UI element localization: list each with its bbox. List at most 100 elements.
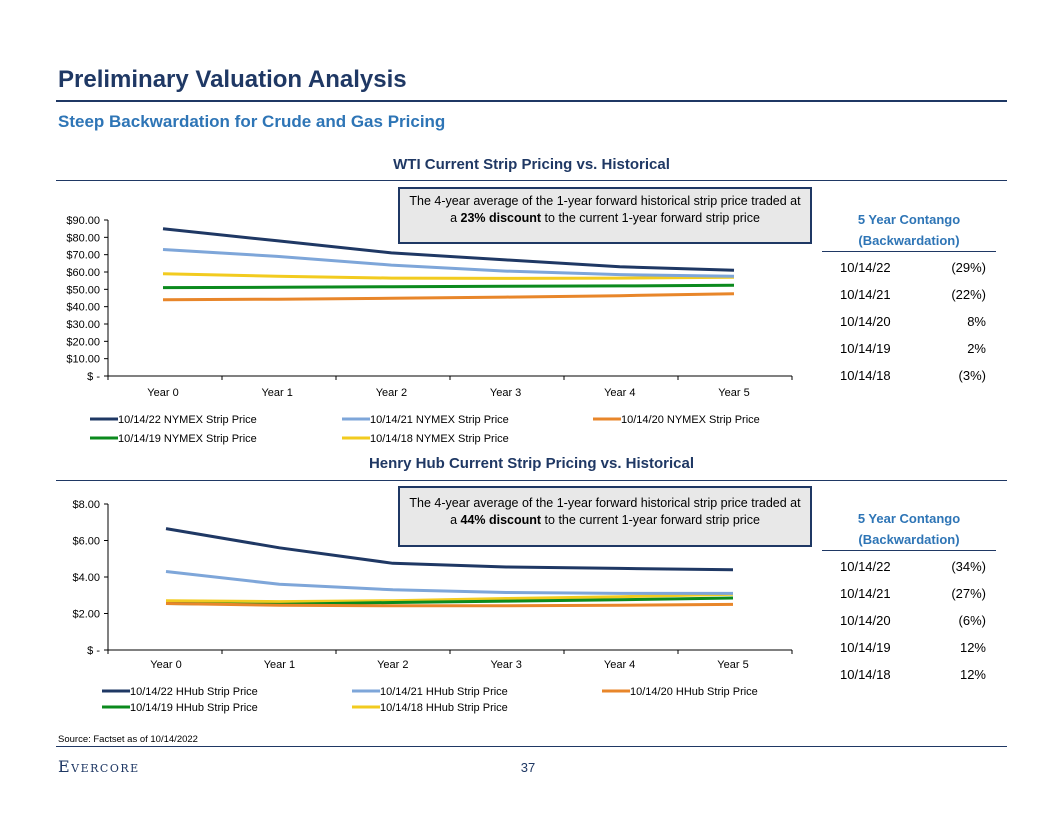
wti-row-date: 10/14/18 [840,368,891,383]
wti-series-10-14-22 [162,227,735,272]
hh-y-tick-label: $ - [87,645,100,657]
wti-legend-label: 10/14/22 NYMEX Strip Price [118,414,257,426]
hh-table-header-line1: 5 Year Contango [857,511,961,526]
hh-callout-text-post: to the current 1-year forward strip pric… [541,513,760,527]
hh-row-date: 10/14/19 [840,640,891,655]
page-title: Preliminary Valuation Analysis [58,66,407,93]
title-divider [56,100,1007,102]
hh-table-row: 10/14/22 (34%) [840,559,986,575]
wti-row-date: 10/14/20 [840,314,891,329]
wti-series-10-14-20 [162,292,735,302]
wti-y-tick-label: $60.00 [66,267,100,279]
hh-table-row: 10/14/18 12% [840,667,986,683]
hh-table-header-line2: (Backwardation) [858,532,960,547]
wti-y-tick-label: $70.00 [66,250,100,262]
wti-line-chart: $ - $10.00 $20.00 $30.00 $40.00 $50.00 $60.00 $… [66,215,793,445]
wti-chart-title: WTI Current Strip Pricing vs. Historical [393,156,670,173]
hh-x-tick-label: Year 1 [264,659,295,671]
hh-callout-text-pre: The 4-year average of the 1-year forward… [409,496,801,527]
wti-row-date: 10/14/21 [840,287,891,302]
hh-row-value: (27%) [951,586,986,601]
wti-title-divider [56,180,1007,181]
wti-legend-label: 10/14/20 NYMEX Strip Price [621,414,760,426]
hh-legend-label: 10/14/20 HHub Strip Price [630,686,758,698]
hh-x-tick-label: Year 5 [717,659,748,671]
hh-row-date: 10/14/21 [840,586,891,601]
hh-discount-callout: The 4-year average of the 1-year forward… [398,486,812,547]
hh-legend-label: 10/14/18 HHub Strip Price [380,702,508,714]
wti-row-value: 8% [967,314,986,329]
hh-chart-title: Henry Hub Current Strip Pricing vs. Hist… [368,455,695,472]
wti-table-divider [822,251,996,252]
wti-y-tick-label: $40.00 [66,302,100,314]
wti-table-row: 10/14/20 8% [840,314,986,330]
wti-legend-label: 10/14/21 NYMEX Strip Price [370,414,509,426]
hh-legend-label: 10/14/21 HHub Strip Price [380,686,508,698]
wti-y-tick-label: $30.00 [66,319,100,331]
wti-y-tick-label: $20.00 [66,336,100,348]
wti-table-header-line2: (Backwardation) [858,233,960,248]
wti-y-tick-label: $90.00 [66,215,100,227]
wti-row-value: (22%) [951,287,986,302]
hh-series-10-14-22 [165,527,734,572]
wti-series-10-14-18 [162,272,735,280]
hh-table-row: 10/14/19 12% [840,640,986,656]
hh-series-10-14-21 [165,570,733,595]
hh-legend-label: 10/14/19 HHub Strip Price [130,702,258,714]
wti-table-row: 10/14/21 (22%) [840,287,986,303]
hh-y-tick-label: $8.00 [72,499,100,511]
wti-x-tick-label: Year 3 [490,387,521,399]
wti-x-tick-label: Year 4 [604,387,635,399]
evercore-logo: Evercore [58,757,140,776]
hh-callout-discount: 44% discount [460,513,542,527]
wti-table-row: 10/14/22 (29%) [840,260,986,276]
wti-callout-text-pre: The 4-year average of the 1-year forward… [409,194,801,225]
wti-legend-label: 10/14/19 NYMEX Strip Price [118,433,257,445]
wti-table-row: 10/14/18 (3%) [840,368,986,384]
hh-y-tick-label: $2.00 [72,609,100,621]
wti-row-date: 10/14/19 [840,341,891,356]
hh-table-divider [822,550,996,551]
hh-contango-table: 5 Year Contango (Backwardation) 10/14/22… [822,508,996,686]
wti-y-tick-label: $ - [87,371,100,383]
wti-series-10-14-19 [162,283,735,290]
hh-row-value: 12% [959,667,986,682]
hh-series-10-14-18 [165,592,734,604]
source-note: Source: Factset as of 10/14/2022 [58,734,198,745]
hh-y-tick-label: $6.00 [72,536,100,548]
hh-legend-label: 10/14/22 HHub Strip Price [130,686,258,698]
footer-divider [56,746,1007,747]
wti-table-header-line1: 5 Year Contango [857,212,961,227]
wti-x-tick-label: Year 1 [261,387,292,399]
wti-row-value: 2% [967,341,986,356]
wti-callout-discount: 23% discount [460,211,542,225]
hh-x-tick-label: Year 0 [150,659,181,671]
wti-row-date: 10/14/22 [840,260,891,275]
wti-x-tick-label: Year 5 [718,387,749,399]
wti-y-tick-label: $80.00 [66,232,100,244]
hh-y-tick-label: $4.00 [72,572,100,584]
hh-row-date: 10/14/20 [840,613,891,628]
hh-table-row: 10/14/21 (27%) [840,586,986,602]
hh-title-divider [56,480,1007,481]
hh-x-tick-label: Year 4 [604,659,635,671]
hh-row-value: 12% [959,640,986,655]
hh-x-tick-label: Year 3 [490,659,521,671]
wti-y-tick-label: $10.00 [66,354,100,366]
hh-series-10-14-20 [165,602,734,608]
hh-row-date: 10/14/18 [840,667,891,682]
wti-y-tick-label: $50.00 [66,284,100,296]
hh-row-date: 10/14/22 [840,559,891,574]
wti-table-row: 10/14/19 2% [840,341,986,357]
hh-line-chart: $ - $2.00 $4.00 $6.00 $8.00 Year 0 Year 1 Year … [72,499,793,714]
hh-row-value: (34%) [951,559,986,574]
wti-row-value: (29%) [951,260,986,275]
page-number: 37 [520,760,536,775]
wti-discount-callout: The 4-year average of the 1-year forward… [398,187,812,244]
page-subtitle: Steep Backwardation for Crude and Gas Pr… [58,112,446,131]
wti-contango-table: 5 Year Contango (Backwardation) 10/14/22… [822,209,996,387]
wti-legend-label: 10/14/18 NYMEX Strip Price [370,433,509,445]
hh-x-tick-label: Year 2 [377,659,408,671]
wti-series-10-14-21 [162,248,735,278]
wti-callout-text-post: to the current 1-year forward strip pric… [541,211,760,225]
